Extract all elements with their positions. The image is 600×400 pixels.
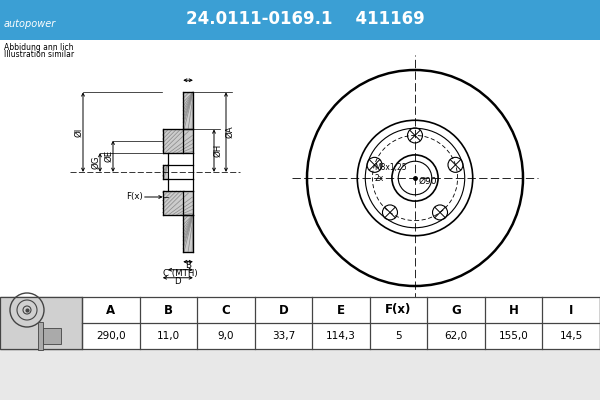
Text: Abbidung ann lich: Abbidung ann lich [4, 43, 74, 52]
Text: ØG: ØG [91, 156, 101, 169]
Text: autopower: autopower [4, 19, 56, 29]
Text: D: D [175, 277, 181, 286]
Text: I: I [569, 304, 574, 316]
Bar [0, 0, 600, 40]
Text: G: G [451, 304, 461, 316]
Text: 33,7: 33,7 [272, 331, 295, 341]
Text: Ø90: Ø90 [418, 176, 437, 186]
Bar [183, 215, 193, 252]
Text: C (MTH): C (MTH) [163, 269, 197, 278]
Bar [163, 191, 193, 215]
Text: 9,0: 9,0 [218, 331, 234, 341]
Text: E: E [337, 304, 345, 316]
Text: 290,0: 290,0 [96, 331, 125, 341]
Bar [163, 165, 167, 179]
Text: 114,3: 114,3 [326, 331, 356, 341]
Text: 14,5: 14,5 [560, 331, 583, 341]
Bar [38, 322, 43, 350]
Bar [0, 297, 82, 349]
Text: B: B [185, 261, 191, 270]
Text: ØI: ØI [74, 128, 83, 137]
Text: A: A [106, 304, 115, 316]
Text: B: B [164, 304, 173, 316]
Bar [43, 328, 61, 344]
Text: ØE: ØE [104, 150, 113, 162]
Text: 62,0: 62,0 [445, 331, 467, 341]
Text: F(x): F(x) [126, 192, 143, 202]
Text: D: D [278, 304, 289, 316]
Text: 24.0111-0169.1    411169: 24.0111-0169.1 411169 [185, 10, 424, 28]
Text: 5: 5 [395, 331, 402, 341]
Text: F(x): F(x) [385, 304, 412, 316]
Text: Illustration similar: Illustration similar [4, 50, 74, 59]
Bar [183, 92, 193, 129]
Text: M8x1,25
2x: M8x1,25 2x [374, 162, 407, 183]
Bar [163, 129, 193, 153]
Text: 11,0: 11,0 [157, 331, 180, 341]
Bar [0, 40, 600, 297]
Text: C: C [221, 304, 230, 316]
Text: H: H [509, 304, 518, 316]
Bar [0, 297, 600, 349]
Text: ØH: ØH [214, 144, 223, 157]
Text: 155,0: 155,0 [499, 331, 529, 341]
Text: ØA: ØA [226, 126, 235, 138]
